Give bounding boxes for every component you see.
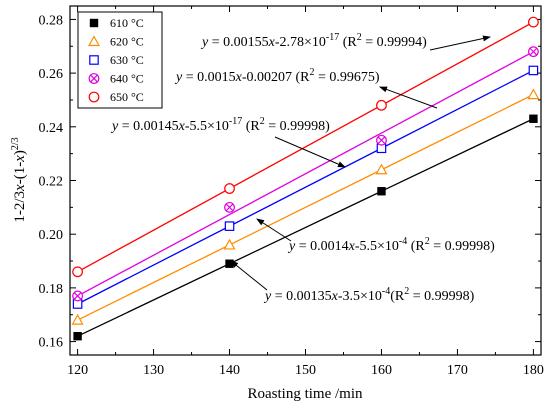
data-point	[71, 313, 84, 325]
legend-label: 620 °C	[110, 35, 144, 49]
data-point	[529, 114, 538, 123]
y-axis-title: 1-2/3x-(1-x)2/3	[10, 137, 28, 222]
annotation-arrow	[274, 136, 346, 168]
legend-label: 640 °C	[110, 72, 144, 86]
y-tick-label: 0.22	[39, 175, 64, 190]
x-tick-label: 180	[523, 363, 544, 378]
y-tick-label: 0.16	[39, 336, 64, 351]
axis-ticks: 120 130 140 150 160 170 180 0.16 0.18 0.20 0.22 0.2…	[39, 6, 544, 378]
legend-label: 650 °C	[110, 90, 144, 104]
fit-lines	[77, 21, 534, 337]
legend-marker	[88, 73, 100, 84]
y-tick-label: 0.18	[39, 282, 64, 297]
x-tick-label: 170	[447, 363, 468, 378]
fit-line	[77, 51, 534, 297]
legend-marker	[87, 35, 101, 47]
annotation-arrow	[379, 86, 438, 109]
x-tick-label: 160	[371, 363, 392, 378]
x-tick-label: 140	[219, 363, 240, 378]
data-point	[225, 259, 234, 268]
data-point	[224, 201, 235, 213]
legend-marker	[88, 91, 100, 103]
annotation-arrow	[429, 35, 491, 51]
data-point	[528, 65, 539, 76]
legend-marker	[89, 55, 99, 65]
fit-equation: y = 0.00145x-5.5×10-17 (R2 = 0.99998)	[110, 116, 330, 134]
data-point	[376, 99, 387, 111]
data-point	[528, 46, 539, 58]
fit-line	[77, 69, 534, 305]
legend-label: 630 °C	[110, 53, 144, 67]
fit-equation: y = 0.0015x-0.00207 (R2 = 0.99675)	[174, 67, 380, 85]
x-tick-label: 150	[295, 363, 316, 378]
x-axis-title: Roasting time /min	[248, 386, 363, 402]
fit-line	[77, 21, 534, 273]
data-points	[71, 16, 540, 341]
legend-marker	[89, 18, 99, 28]
annotation-arrow	[256, 218, 292, 242]
data-point	[72, 266, 83, 278]
data-point	[376, 134, 387, 146]
y-tick-label: 0.28	[39, 13, 64, 28]
data-point	[72, 290, 83, 302]
x-tick-label: 120	[67, 363, 88, 378]
data-point	[224, 183, 235, 194]
fit-line	[77, 118, 534, 337]
legend-label: 610 °C	[110, 16, 144, 30]
data-point	[527, 88, 540, 100]
legend: 610 °C 620 °C 630 °C 640 °C 650 °C	[77, 11, 163, 109]
data-point	[375, 163, 388, 175]
data-point	[528, 16, 539, 28]
x-tick-label: 130	[143, 363, 164, 378]
data-point	[73, 332, 82, 341]
annotation-arrow	[230, 260, 268, 291]
fit-line	[77, 94, 534, 321]
data-point	[224, 221, 235, 231]
data-point	[223, 238, 236, 250]
y-tick-label: 0.20	[39, 228, 64, 243]
fit-equation: y = 0.0014x-5.5×10-4 (R2 = 0.99998)	[287, 236, 495, 254]
fit-equation: y = 0.00135x-3.5×10-4(R2 = 0.99998)	[263, 286, 475, 304]
y-tick-label: 0.24	[39, 121, 64, 136]
y-tick-label: 0.26	[39, 67, 64, 82]
fit-equation: y = 0.00155x-2.78×10-17 (R2 = 0.99994)	[200, 32, 427, 50]
equation-annotations: y = 0.00155x-2.78×10-17 (R2 = 0.99994) y …	[110, 32, 495, 304]
data-point	[377, 187, 386, 196]
